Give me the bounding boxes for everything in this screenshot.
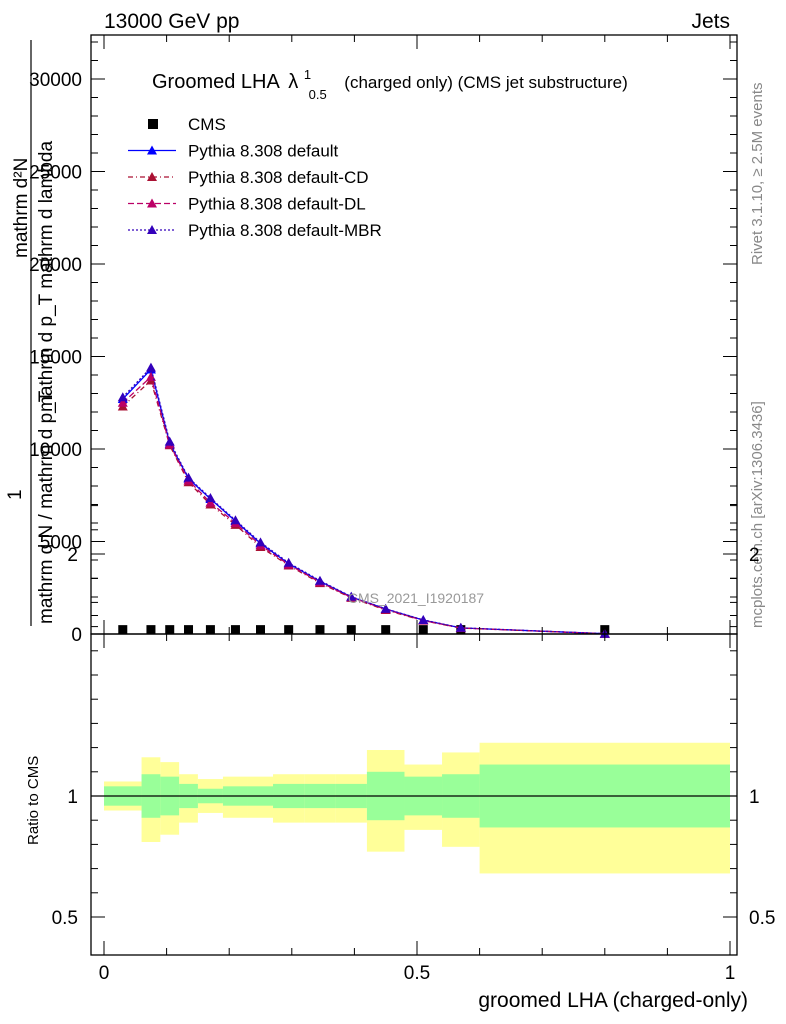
main-panel: 0 5000 10000 15000 20000 25000 30000 Groomed L… [5,34,738,646]
ylabel-frac2: mathrm d N / mathrm d p_T [36,390,57,624]
cms-data-point [315,625,325,635]
title-rest: (charged only) (CMS jet substructure) [344,73,627,92]
rivet-label: Rivet 3.1.10, ≥ 2.5M events [749,83,766,266]
ylabel-top: mathrm d²N [11,158,32,258]
series-marker [164,436,175,446]
mcplots-label: mcplots.cern.ch [arXiv:1306.3436] [749,401,766,628]
cms-data-point [184,625,194,635]
ratio-axes: 0 0.5 1 0.5 0.5 1 1 2 2 [52,505,775,984]
series-0 [118,625,610,635]
series-marker [145,362,156,372]
legend-marker-triangle [147,172,157,181]
ylabel-frac1: 1 [5,489,26,500]
cms-data-point [284,625,294,635]
cms-data-point [256,625,265,635]
series-marker [380,603,391,613]
series-line [122,379,605,635]
series-marker [455,622,466,632]
series-marker [314,575,325,585]
cms-data-point [346,625,356,635]
cms-data-point [146,625,156,635]
plot-title: Groomed LHA λ 1 0.5 (charged only) (CMS … [152,62,628,104]
cms-data-point [118,625,128,635]
cms-data-point [381,625,391,635]
x-tick-label: 0 [99,963,110,984]
y-tick-label: 25000 [29,163,82,184]
legend-item: Pythia 8.308 default-MBR [128,221,382,240]
ratio-y-tick-label: 1 [67,787,78,808]
legend-label: Pythia 8.308 default-MBR [188,221,382,240]
y-tick-label: 30000 [29,70,82,91]
title-main: Groomed LHA [152,71,280,93]
legend-label: Pythia 8.308 default-DL [188,195,366,214]
main-content [117,362,610,638]
ratio-y-tick-label-right: 2 [749,545,760,566]
series-marker [183,472,194,482]
ratio-y-tick-label: 2 [67,545,78,566]
analysis-watermark: CMS_2021_I1920187 [348,590,484,606]
title-lambda: λ [288,71,298,93]
title-sup: 1 [304,67,311,82]
legend-item: Pythia 8.308 default-CD [128,168,369,187]
y-tick-label: 15000 [29,348,82,369]
series-marker [255,537,266,547]
series-marker [117,397,128,407]
legend-item: Pythia 8.308 default [128,142,339,161]
cms-data-point [230,625,240,635]
series-marker [117,392,128,402]
series-marker [283,557,294,567]
legend-item: Pythia 8.308 default-DL [128,195,366,214]
x-tick-label: 0.5 [404,963,430,984]
y-tick-label: 5000 [40,533,82,554]
main-ylabel: mathrm d²N mathrm d p_T mathrm d lambda … [5,40,57,626]
y-tick-label: 10000 [29,440,82,461]
ratio-ylabel: Ratio to CMS [25,756,42,845]
ratio-content [91,742,737,874]
header-left: 13000 GeV pp [104,10,239,33]
ratio-frame [90,633,738,956]
legend-label: Pythia 8.308 default-CD [188,168,369,187]
ratio-y-tick-label-right: 0.5 [749,908,775,929]
y-tick-label: 20000 [29,255,82,276]
ratio-y-tick-label: 0.5 [52,908,78,929]
series-4 [117,362,610,638]
legend-label: CMS [188,115,226,134]
header-right: Jets [691,10,730,33]
series-line [122,366,605,635]
title-sub: 0.5 [309,87,327,102]
cms-data-point [418,625,428,635]
legend-item: CMS [148,115,226,134]
legend-marker-triangle [147,145,157,155]
legend-marker-square [148,119,158,129]
ratio-y-tick-label-right: 1 [749,787,760,808]
cms-data-point [205,625,215,635]
legend-marker-triangle [147,198,157,208]
ratio-panel: 0 0.5 1 0.5 0.5 1 1 2 2 Ratio to CMS groomed LHA… [25,505,775,1012]
series-marker [205,497,216,507]
ylabel-mid: mathrm d p_T mathrm d lambda [36,141,57,412]
main-axes: 0 5000 10000 15000 20000 25000 30000 [29,35,737,646]
legend-label: Pythia 8.308 default [188,142,339,161]
x-tick-label: 1 [725,963,736,984]
series-marker [346,591,357,601]
series-marker [230,515,241,525]
cms-data-point [165,625,175,635]
legend: CMS Pythia 8.308 default Pythia 8.308 defa… [128,115,382,240]
series-marker [205,493,216,503]
legend-marker-triangle [147,225,157,234]
series-marker [418,614,429,624]
ratio-xlabel: groomed LHA (charged-only) [478,989,748,1012]
y-tick-label: 0 [71,625,82,646]
